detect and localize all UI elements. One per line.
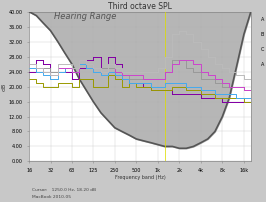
Title: Third octave SPL: Third octave SPL xyxy=(108,2,172,11)
Text: Cursor:   1250.0 Hz, 18.20 dB: Cursor: 1250.0 Hz, 18.20 dB xyxy=(32,188,96,192)
Y-axis label: dB: dB xyxy=(2,82,7,91)
X-axis label: Frequency band (Hz): Frequency band (Hz) xyxy=(115,175,165,180)
Text: MacBook 2010-05: MacBook 2010-05 xyxy=(32,195,71,199)
Text: Hearing Range: Hearing Range xyxy=(54,12,116,21)
